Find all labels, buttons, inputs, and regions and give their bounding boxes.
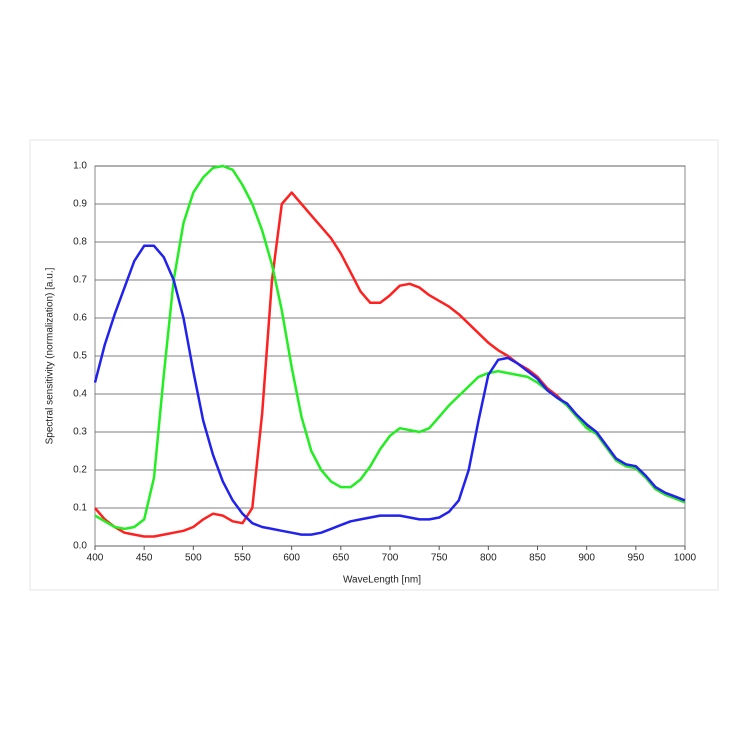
x-axis-label: WaveLength [nm] [343,575,421,586]
x-tick-label: 400 [87,553,104,564]
x-tick-label: 450 [136,553,153,564]
x-tick-label: 800 [480,553,497,564]
y-tick-label: 0.3 [73,427,87,438]
y-tick-label: 1.0 [73,161,87,172]
series-line [94,164,686,531]
y-tick-label: 0.7 [73,275,87,286]
x-tick-label: 950 [627,553,644,564]
y-axis-label: Spectral sensitivity (normalization) [a.… [45,267,56,444]
series-line [93,244,686,536]
x-tick-label: 650 [332,553,349,564]
y-tick-label: 0.0 [73,541,87,552]
x-tick-label: 900 [578,553,595,564]
x-tick-label: 550 [234,553,251,564]
y-tick-label: 0.2 [73,465,87,476]
y-tick-label: 0.5 [73,351,87,362]
y-tick-label: 0.8 [73,237,87,248]
y-tick-label: 0.6 [73,313,87,324]
x-tick-label: 750 [431,553,448,564]
x-tick-label: 600 [283,553,300,564]
x-tick-label: 850 [529,553,546,564]
y-tick-label: 0.9 [73,199,87,210]
y-tick-label: 0.4 [73,389,87,400]
x-tick-label: 500 [185,553,202,564]
x-tick-label: 1000 [674,553,697,564]
x-tick-label: 700 [382,553,399,564]
y-tick-label: 0.1 [73,503,87,514]
